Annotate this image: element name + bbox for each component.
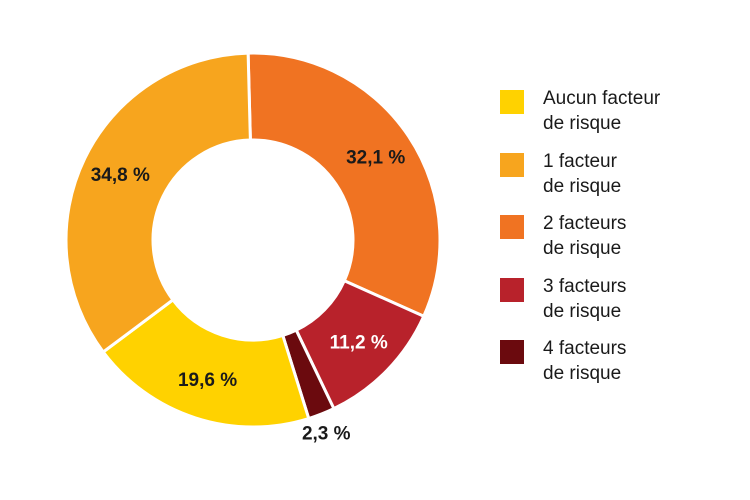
legend-label-1-factor-line2: de risque: [543, 175, 622, 197]
data-label-1-factor: 34,8 %: [91, 165, 150, 186]
legend-item-none: Aucun facteur de risque: [500, 86, 740, 149]
data-label-4-factors: 2,3 %: [302, 424, 351, 445]
legend-label-2-factors-line2: de risque: [543, 238, 622, 259]
data-label-3-factors: 11,2 %: [330, 332, 388, 353]
legend-label-3-factors-line1: 3 facteurs: [543, 275, 627, 297]
legend-item-4-factors: 4 facteurs de risque: [500, 336, 740, 399]
legend-swatch-1-factor: [500, 152, 524, 177]
legend-label-2-factors: 2 facteurs de risque: [543, 211, 733, 261]
legend-label-4-factors: 4 facteurs de risque: [543, 336, 733, 386]
legend-label-1-factor: 1 facteur de risque: [543, 149, 733, 199]
legend: Aucun facteur de risque 1 facteur de ris…: [500, 86, 740, 399]
legend-item-2-factors: 2 facteurs de risque: [500, 211, 740, 274]
legend-label-2-factors-line1: 2 facteurs: [543, 213, 627, 234]
legend-label-4-factors-line2: de risque: [543, 363, 622, 384]
legend-label-3-factors: 3 facteurs de risque: [543, 274, 733, 324]
legend-item-1-factor: 1 facteur de risque: [500, 149, 740, 212]
legend-label-1-factor-line1: 1 facteur: [543, 150, 617, 172]
data-label-2-factors: 32,1 %: [346, 148, 405, 169]
donut-data-labels: 32,1 % 11,2 % 2,3 % 19,6 % 34,8 %: [91, 148, 406, 445]
donut-slice-2-factors: [246, 51, 442, 319]
legend-label-none-line1: Aucun facteur: [543, 88, 661, 109]
legend-item-3-factors: 3 facteurs de risque: [500, 274, 740, 337]
legend-swatch-3-factors: [500, 277, 524, 302]
legend-label-4-factors-line1: 4 facteurs: [543, 338, 627, 359]
donut-slice-1-factor: [64, 51, 252, 355]
legend-swatch-none: [500, 90, 524, 114]
legend-label-3-factors-line2: de risque: [543, 300, 622, 322]
data-label-none: 19,6 %: [178, 370, 237, 391]
legend-swatch-4-factors: [500, 340, 524, 364]
legend-swatch-2-factors: [500, 215, 524, 239]
donut-slices: [64, 51, 442, 429]
donut-slice-none: [101, 297, 311, 429]
legend-label-none-line2: de risque: [543, 113, 622, 134]
legend-label-none: Aucun facteur de risque: [543, 86, 733, 136]
